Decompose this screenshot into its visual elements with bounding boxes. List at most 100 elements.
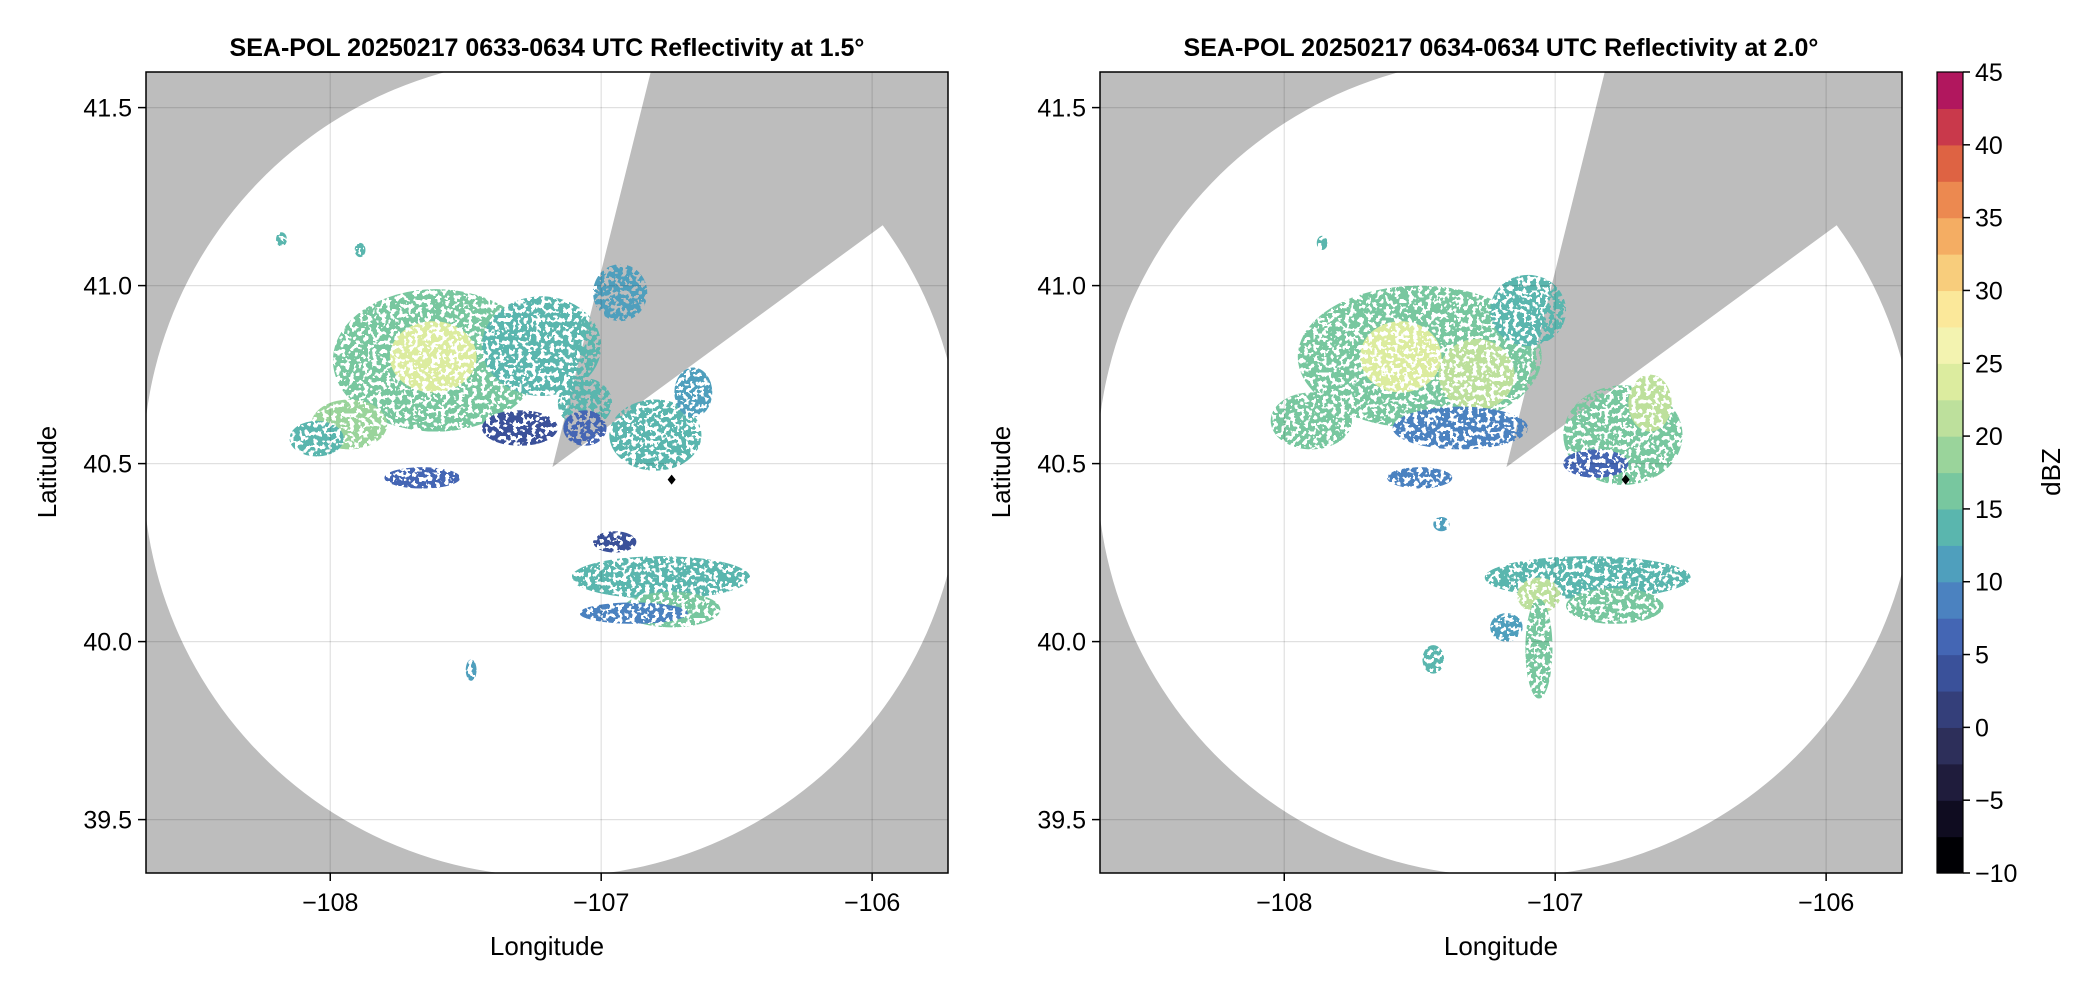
y-tick-label: 40.0 [83, 629, 132, 657]
colorbar-ticks: 45 40 35 30 25 20 15 10 5 0 −5 −10 [1963, 59, 2017, 888]
colorbar-tick-label: 45 [1975, 59, 2003, 87]
echo-cell [1433, 517, 1450, 532]
colorbar-tick-label: 25 [1975, 350, 2003, 378]
y-tick-label: 40.0 [1037, 629, 1086, 657]
colorbar-segment [1937, 836, 1963, 874]
y-tick-label: 39.5 [1037, 807, 1086, 835]
site-marker [1621, 474, 1630, 485]
echo-cell [384, 467, 461, 489]
colorbar-segment [1937, 545, 1963, 583]
colorbar-label: dBZ [2036, 448, 2066, 496]
colorbar-segment [1937, 690, 1963, 728]
x-tick-label: −107 [573, 889, 629, 917]
echo-cell [389, 321, 477, 393]
colorbar-segment [1937, 654, 1963, 692]
x-tick-label: −108 [302, 889, 358, 917]
echo-cell [1563, 449, 1629, 478]
colorbar-tick-label: 20 [1975, 423, 2003, 451]
echo-cell [579, 602, 688, 624]
y-axis-label: Latitude [32, 426, 62, 519]
colorbar-segment [1937, 181, 1963, 219]
colorbar-segment [1937, 727, 1963, 765]
axis-ticks: −108 −107 −106 39.5 40.0 40.5 41.0 41.5 [83, 95, 900, 917]
plot-frame [145, 71, 949, 874]
x-axis-label: Longitude [1444, 931, 1558, 961]
colorbar-tick-label: 35 [1975, 205, 2003, 233]
y-tick-label: 41.0 [83, 273, 132, 301]
colorbar-tick-label: 10 [1975, 569, 2003, 597]
colorbar-segment [1937, 763, 1963, 801]
chart-title: SEA-POL 20250217 0633-0634 UTC Reflectiv… [230, 34, 865, 62]
echo-cell [481, 296, 602, 396]
x-tick-label: −108 [1256, 889, 1312, 917]
grid-lines [1100, 72, 1902, 873]
colorbar: 45 40 35 30 25 20 15 10 5 0 −5 −10 dBZ [1936, 59, 2066, 888]
echo-cell [1490, 613, 1523, 642]
echo-cell [1392, 406, 1529, 450]
echo-cell [465, 659, 477, 681]
colorbar-segment [1937, 436, 1963, 474]
colorbar-tick-label: −5 [1975, 787, 2004, 815]
echo-cell [289, 420, 344, 457]
echo-cell [1270, 392, 1352, 450]
reflectivity-echoes [276, 232, 751, 681]
x-axis-label: Longitude [490, 931, 604, 961]
echo-cell [1490, 274, 1567, 347]
echo-cell [1628, 374, 1672, 432]
echo-cell [1525, 598, 1553, 699]
colorbar-segment [1937, 800, 1963, 838]
colorbar-segment [1937, 363, 1963, 401]
echo-cell [1566, 588, 1664, 624]
radar-coverage-area [146, 72, 948, 873]
echo-cell [563, 410, 607, 446]
chart-title: SEA-POL 20250217 0634-0634 UTC Reflectiv… [1184, 34, 1819, 62]
echo-cell [1360, 321, 1442, 393]
colorbar-segment [1937, 254, 1963, 292]
colorbar-segment [1937, 581, 1963, 619]
colorbar-tick-label: 15 [1975, 496, 2003, 524]
y-tick-label: 41.5 [1037, 95, 1086, 123]
colorbar-tick-label: 30 [1975, 277, 2003, 305]
colorbar-segment [1937, 217, 1963, 255]
colorbar-frame [1936, 71, 1964, 874]
chart-panel-left: SEA-POL 20250217 0633-0634 UTC Reflectiv… [32, 34, 949, 961]
y-tick-label: 39.5 [83, 807, 132, 835]
colorbar-segment [1937, 144, 1963, 182]
colorbar-tick-label: 0 [1975, 714, 1989, 742]
echo-cell [354, 242, 366, 258]
echo-cell [571, 556, 751, 599]
y-tick-label: 40.5 [1037, 451, 1086, 479]
x-tick-label: −106 [1798, 889, 1854, 917]
plot-frame [1099, 71, 1903, 874]
x-tick-label: −106 [844, 889, 900, 917]
radar-coverage-area [1100, 72, 1902, 873]
colorbar-segment [1937, 108, 1963, 146]
colorbar-segment [1937, 326, 1963, 364]
reflectivity-echoes [1270, 235, 1691, 699]
echo-cell [1422, 645, 1445, 674]
x-tick-label: −107 [1527, 889, 1583, 917]
colorbar-segment [1937, 72, 1963, 110]
echo-cell [1387, 467, 1453, 489]
echo-cell [1316, 235, 1328, 251]
echo-cell [609, 399, 702, 471]
echo-cell [276, 232, 287, 247]
chart-panel-right: SEA-POL 20250217 0634-0634 UTC Reflectiv… [986, 34, 1903, 961]
colorbar-segments [1937, 72, 1963, 874]
echo-cell [1517, 577, 1561, 614]
y-axis-label: Latitude [986, 426, 1016, 519]
echo-cell [481, 410, 558, 446]
colorbar-segment [1937, 508, 1963, 546]
colorbar-segment [1937, 290, 1963, 328]
axis-ticks: −108 −107 −106 39.5 40.0 40.5 41.0 41.5 [1037, 95, 1854, 917]
echo-cell [593, 531, 637, 553]
colorbar-segment [1937, 618, 1963, 656]
y-tick-label: 41.0 [1037, 273, 1086, 301]
echo-cell [674, 367, 713, 418]
colorbar-tick-label: −10 [1975, 860, 2017, 888]
y-tick-label: 40.5 [83, 451, 132, 479]
colorbar-tick-label: 40 [1975, 132, 2003, 160]
echo-cell [1438, 339, 1515, 411]
y-tick-label: 41.5 [83, 95, 132, 123]
